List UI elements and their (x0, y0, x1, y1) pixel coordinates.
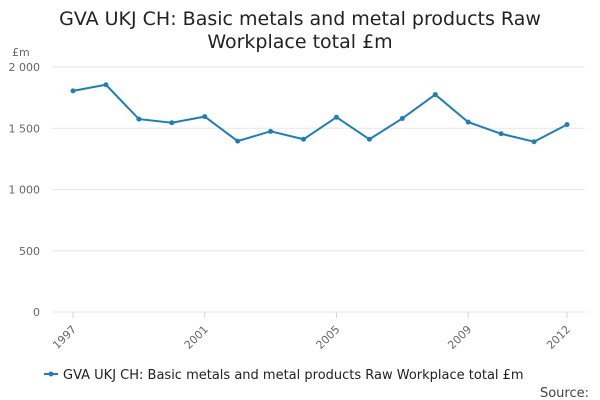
series-line (72, 83, 568, 143)
y-tick-label: 1 500 (9, 122, 41, 135)
axes: 0 500 1 000 1 500 2 000 1997 2001 2005 2009 2012 (9, 61, 574, 352)
x-tick-label: 2012 (544, 323, 573, 352)
data-point[interactable] (333, 114, 339, 120)
data-point[interactable] (202, 114, 208, 120)
legend-label: GVA UKJ CH: Basic metals and metal produ… (63, 368, 524, 383)
data-point[interactable] (498, 131, 504, 137)
data-point[interactable] (366, 136, 372, 142)
x-tick-label: 2001 (182, 323, 211, 352)
legend-swatch-marker (48, 371, 54, 377)
source-label: Source: (540, 386, 589, 400)
x-tick-label: 1997 (50, 323, 79, 352)
data-point[interactable] (235, 138, 241, 144)
y-tick-label: 1 000 (9, 184, 41, 197)
gridlines (52, 66, 585, 313)
data-point[interactable] (564, 122, 570, 128)
data-point[interactable] (399, 115, 405, 121)
data-point[interactable] (103, 82, 109, 88)
data-point[interactable] (70, 88, 76, 94)
data-point[interactable] (432, 92, 438, 98)
chart-title-line-1: GVA UKJ CH: Basic metals and metal produ… (59, 8, 541, 30)
data-point[interactable] (169, 120, 175, 126)
x-tick-label: 2005 (314, 323, 343, 352)
data-point[interactable] (136, 116, 142, 122)
data-point[interactable] (301, 136, 307, 142)
data-point[interactable] (531, 139, 537, 145)
x-tick-label: 2009 (445, 323, 474, 352)
chart-title-line-2: Workplace total £m (207, 31, 393, 53)
series-layer (70, 82, 570, 145)
legend[interactable]: GVA UKJ CH: Basic metals and metal produ… (44, 368, 524, 383)
y-tick-label: 2 000 (9, 61, 41, 74)
y-axis-unit-label: £m (12, 46, 30, 59)
y-tick-label: 500 (19, 245, 40, 258)
data-point[interactable] (268, 128, 274, 134)
chart-title: GVA UKJ CH: Basic metals and metal produ… (0, 8, 600, 54)
data-point[interactable] (465, 119, 471, 125)
y-tick-label: 0 (33, 306, 40, 319)
